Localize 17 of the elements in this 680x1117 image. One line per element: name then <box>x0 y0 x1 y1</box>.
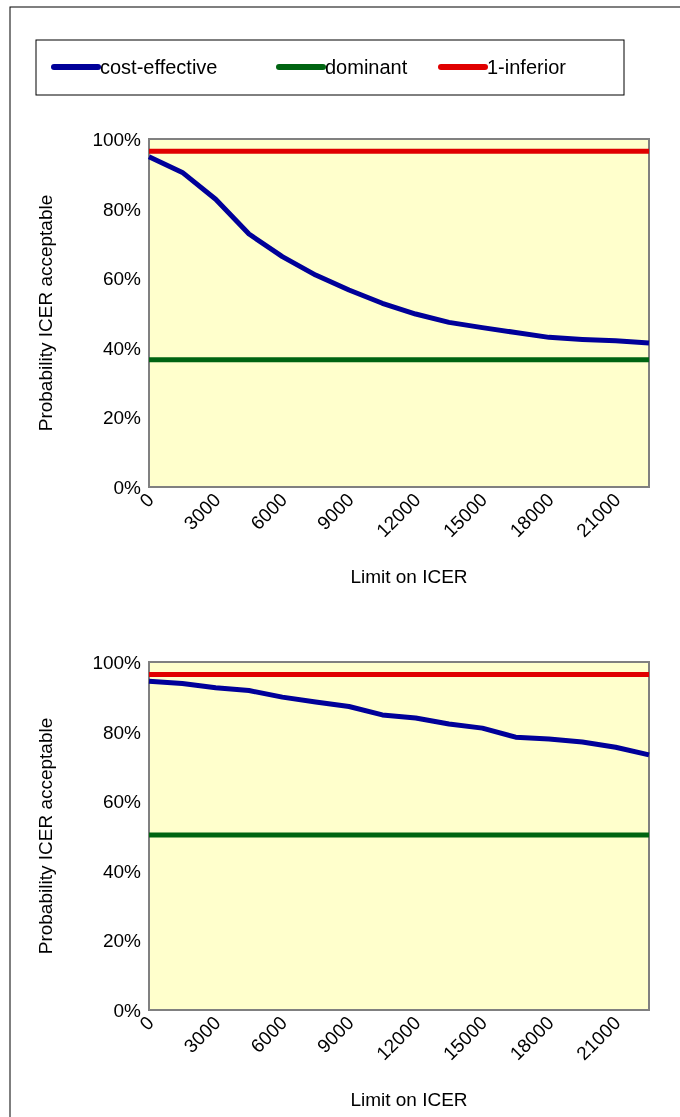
legend-label: dominant <box>325 56 408 78</box>
x-axis-title: Limit on ICER <box>350 566 468 587</box>
y-tick-label: 40% <box>102 860 142 882</box>
y-tick-label: 80% <box>102 198 142 220</box>
y-tick-label: 60% <box>102 791 142 813</box>
legend-label: cost-effective <box>100 56 218 78</box>
y-tick-label: 100% <box>92 652 142 673</box>
x-axis-title: Limit on ICER <box>350 1089 468 1110</box>
y-tick-label: 40% <box>102 337 142 359</box>
y-tick-label: 20% <box>102 930 142 952</box>
legend-label: 1-inferior <box>487 56 567 78</box>
y-tick-label: 80% <box>102 721 142 743</box>
y-tick-label: 20% <box>102 407 142 429</box>
y-tick-label: 100% <box>92 129 142 150</box>
y-tick-label: 60% <box>102 268 142 290</box>
y-axis-title: Probability ICER acceptable <box>35 717 56 955</box>
y-axis-title: Probability ICER acceptable <box>35 194 56 432</box>
